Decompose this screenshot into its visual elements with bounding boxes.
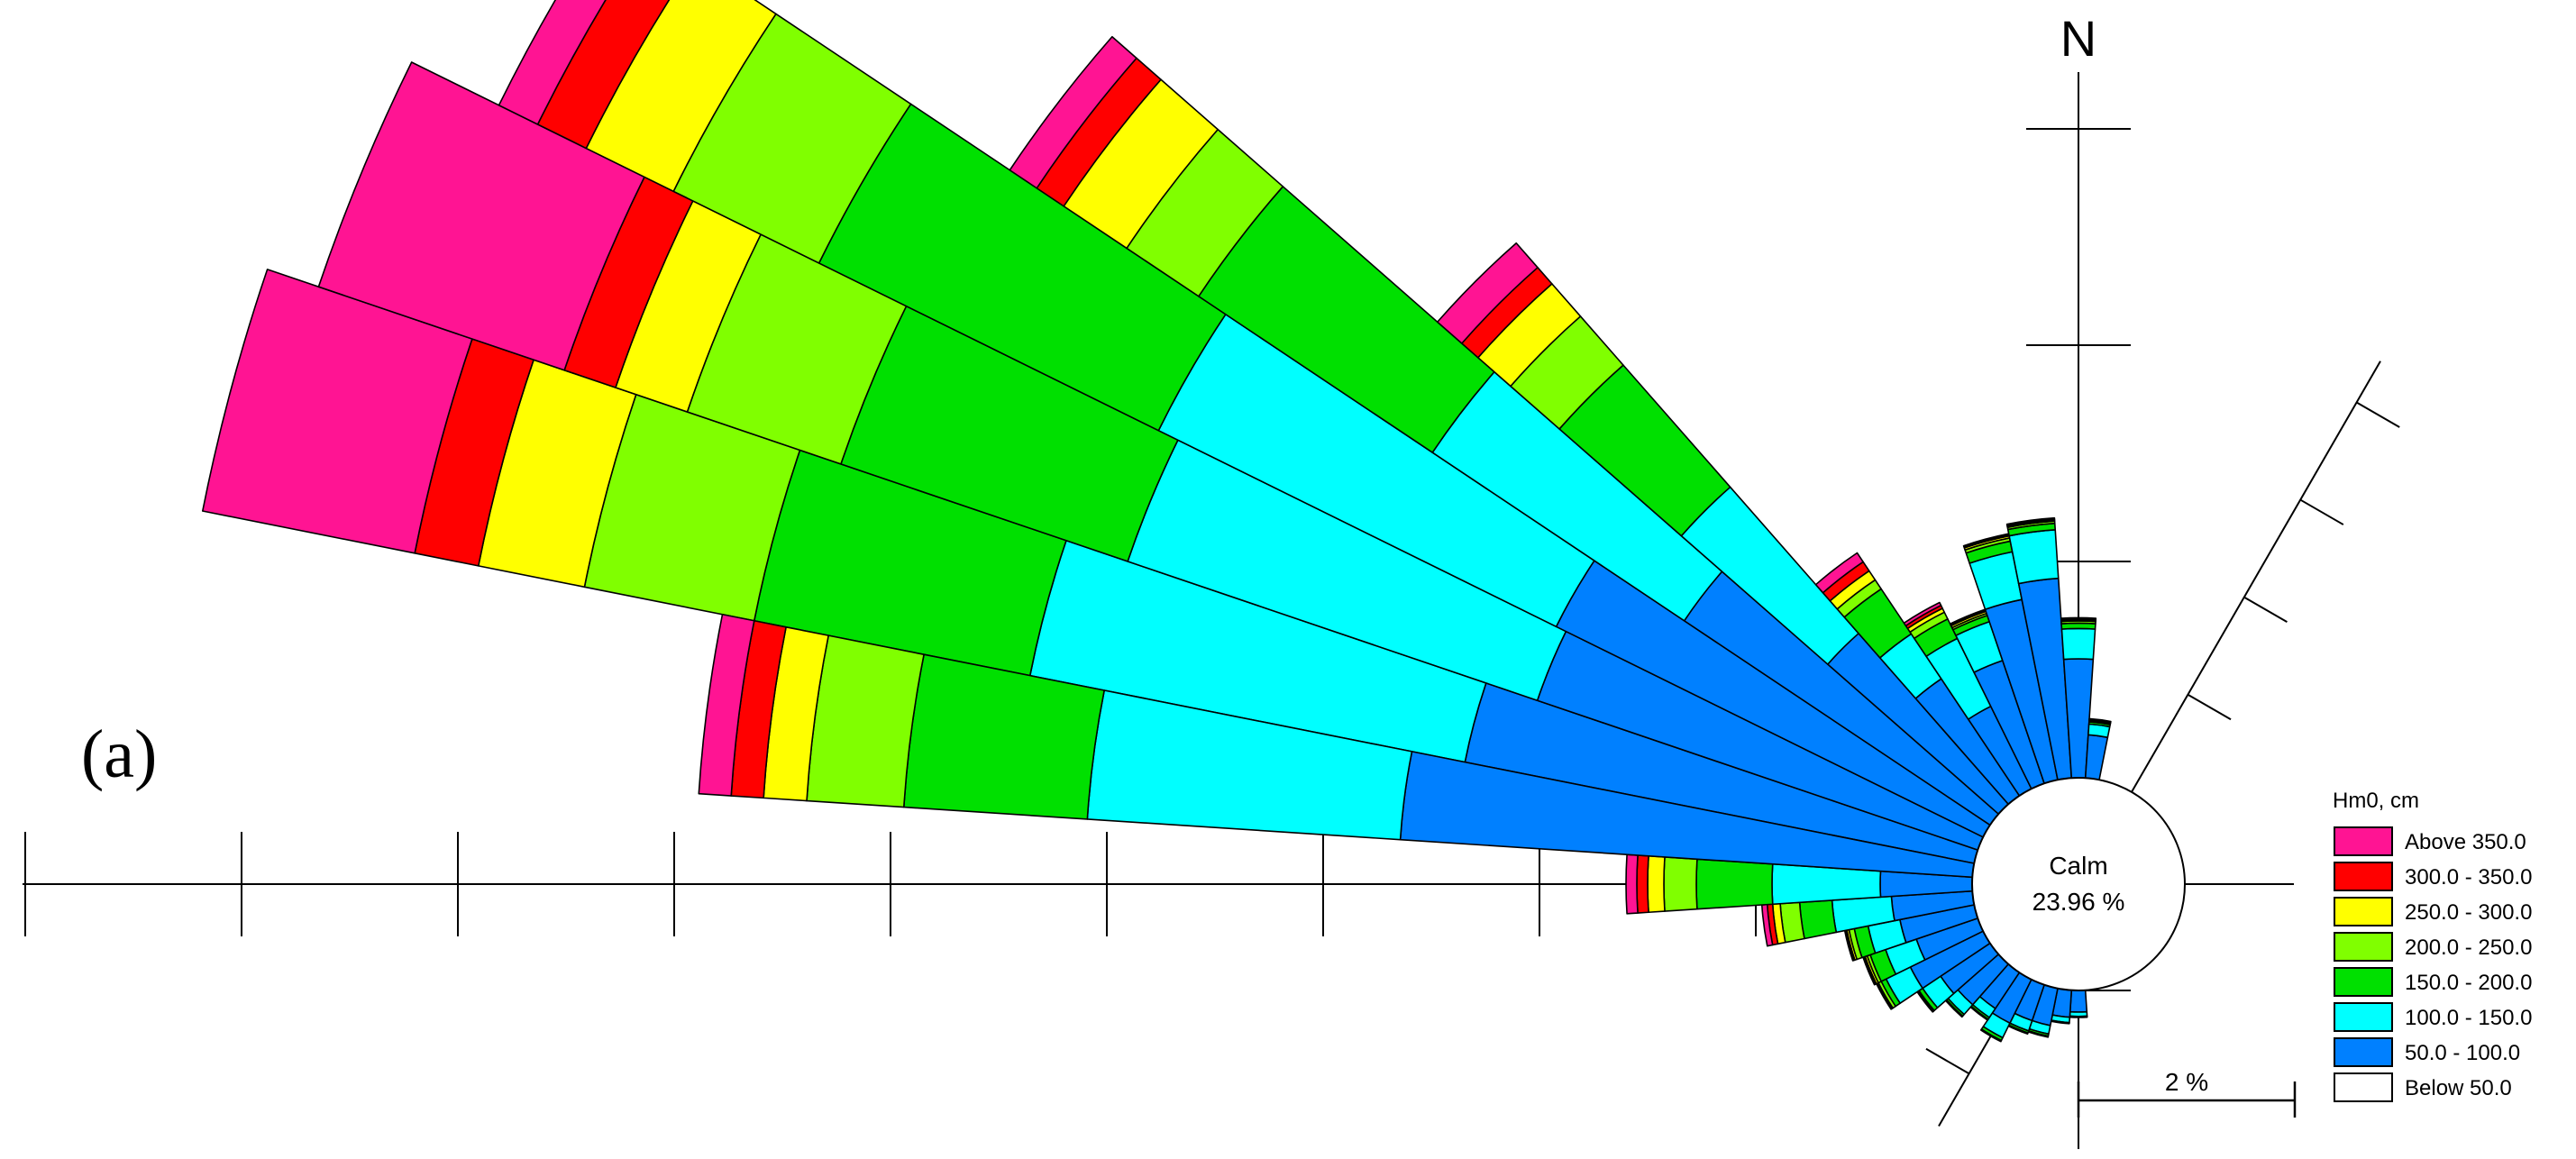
sector-225	[1944, 954, 2009, 1018]
sector-segment	[1647, 854, 1666, 914]
legend-label: Above 350.0	[2405, 830, 2526, 854]
sector-segment	[2069, 989, 2088, 1013]
northeast-axis	[2131, 360, 2381, 793]
sector-segment	[498, 0, 607, 125]
sector-segment	[1798, 899, 1838, 940]
sector-segment	[2069, 1015, 2088, 1018]
legend-label: 50.0 - 100.0	[2405, 1041, 2520, 1065]
calm-label: Calm	[2049, 852, 2107, 880]
northeast-axis-tick	[2243, 596, 2288, 624]
sector-255	[1843, 904, 1979, 962]
northeast-axis-tick	[2356, 401, 2400, 428]
sector-segment	[2008, 529, 2060, 585]
sector-330	[1903, 601, 2032, 797]
sector-315	[1436, 242, 2009, 815]
sector-0	[2060, 616, 2097, 780]
legend-title: Hm0, cm	[2333, 789, 2419, 813]
sector-277.5	[698, 613, 1976, 879]
legend-swatch	[2334, 967, 2393, 997]
sector-292.5	[317, 61, 1984, 851]
legend-label: 250.0 - 300.0	[2405, 900, 2532, 925]
sector-segment	[1979, 1028, 2003, 1043]
sector-285	[201, 269, 1979, 864]
legend-label: 150.0 - 200.0	[2405, 971, 2532, 995]
sector-segment	[1625, 853, 1639, 915]
panel-label: (a)	[81, 716, 157, 792]
legend-swatch	[2334, 862, 2393, 891]
sector-segment	[1009, 35, 1137, 189]
sector-187.5	[2050, 987, 2073, 1025]
legend-swatch	[2334, 1002, 2393, 1032]
sector-322.5	[1814, 552, 2021, 806]
sector-segment	[2088, 717, 2112, 724]
sector-segment	[1814, 552, 1864, 594]
sector-segment	[1695, 858, 1774, 910]
sector-210	[1979, 972, 2032, 1043]
sector-7.5	[2084, 717, 2112, 781]
scale-bar: 2 %	[2077, 1068, 2297, 1118]
sector-352.5	[2005, 516, 2073, 781]
legend-label: 300.0 - 350.0	[2405, 865, 2532, 890]
sector-segment	[2060, 627, 2096, 661]
sector-segment	[317, 61, 645, 371]
sector-240	[1875, 930, 1991, 1010]
sector-segment	[2005, 516, 2056, 526]
calm-value: 23.96 %	[2032, 888, 2125, 916]
sector-segment	[1663, 856, 1698, 912]
sector-337.5	[1949, 608, 2045, 789]
calm-circle: Calm 23.96 %	[1971, 777, 2186, 991]
sector-segment	[2084, 734, 2109, 781]
southwest-axis-tick	[1925, 1047, 1970, 1075]
sector-segment	[201, 269, 473, 554]
legend-label: Below 50.0	[2405, 1076, 2512, 1100]
sector-segment	[1436, 242, 1539, 344]
legend-swatch	[2334, 1072, 2393, 1102]
sector-180	[2069, 989, 2088, 1018]
sector-307.5	[1009, 35, 2000, 826]
sector-segment	[698, 613, 755, 797]
northeast-axis-tick	[2299, 498, 2344, 525]
legend-swatch	[2334, 1037, 2393, 1067]
direction-sectors	[201, 0, 2112, 1043]
legend-swatch	[2334, 897, 2393, 926]
sector-segment	[1636, 854, 1649, 914]
legend-swatch	[2334, 826, 2393, 856]
scale-label: 2 %	[2165, 1068, 2208, 1096]
sector-segment	[1903, 601, 1942, 627]
legend-label: 200.0 - 250.0	[2405, 935, 2532, 960]
legend: Hm0, cm Above 350.0 300.0 - 350.0 250.0 - …	[2333, 789, 2532, 1102]
sector-300	[498, 0, 1991, 838]
legend-label: 100.0 - 150.0	[2405, 1006, 2532, 1030]
north-label: N	[2060, 10, 2096, 67]
legend-swatch	[2334, 932, 2393, 962]
sector-segment	[2060, 616, 2097, 621]
northeast-axis-tick	[2187, 693, 2232, 721]
